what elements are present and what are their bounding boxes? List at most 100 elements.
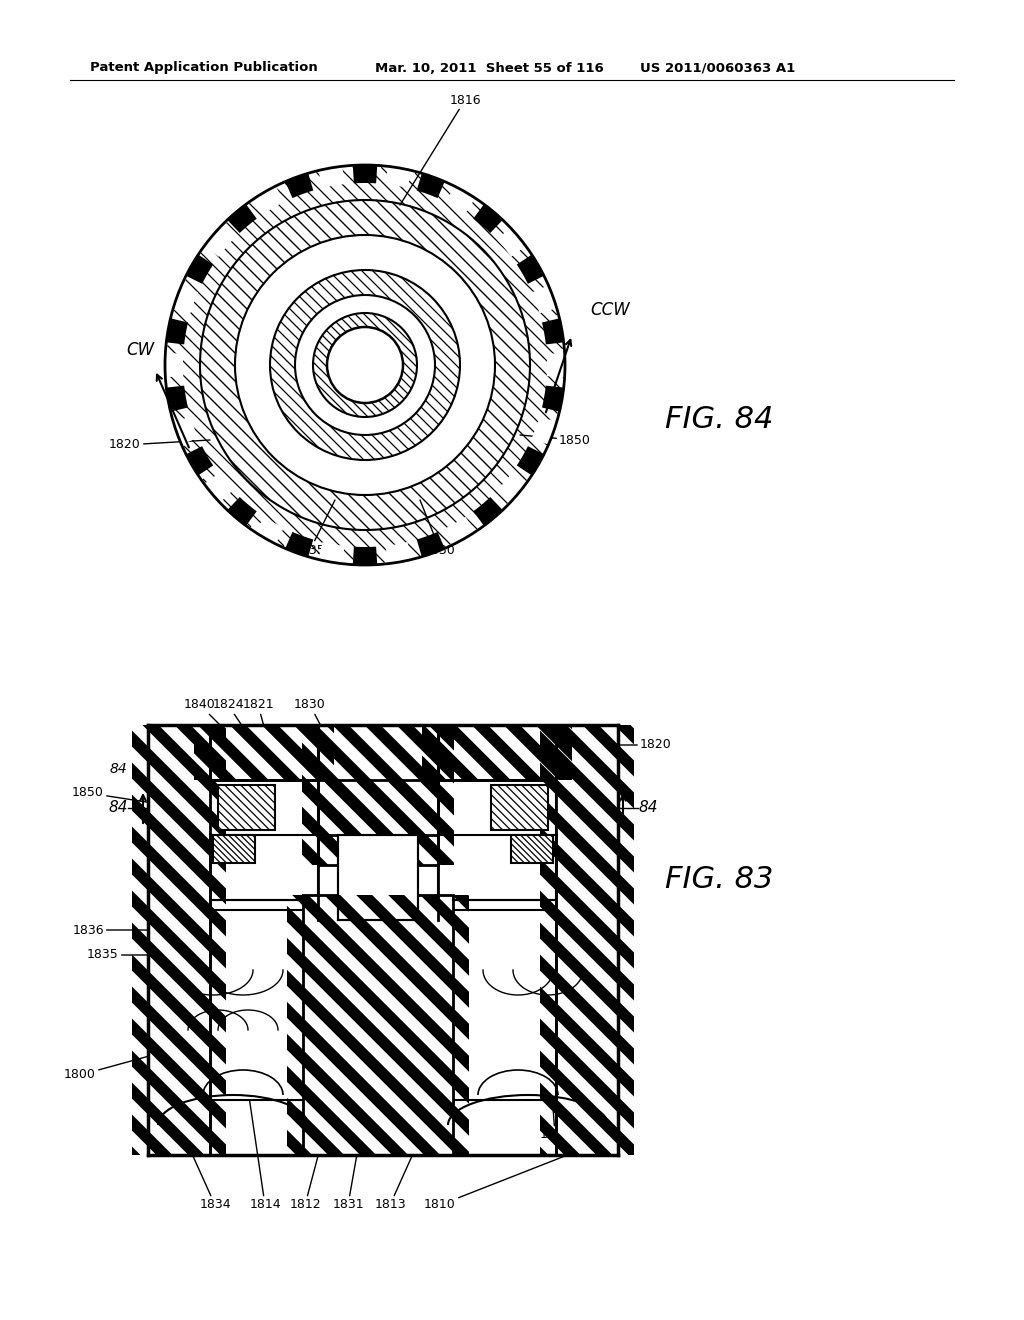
- Polygon shape: [536, 725, 572, 762]
- Polygon shape: [132, 730, 226, 841]
- Polygon shape: [540, 954, 634, 1064]
- Polygon shape: [356, 895, 469, 1008]
- Polygon shape: [540, 1051, 634, 1155]
- Polygon shape: [132, 954, 226, 1064]
- Bar: [213, 836, 255, 863]
- Polygon shape: [302, 725, 454, 865]
- Polygon shape: [540, 1082, 612, 1155]
- Bar: [148, 725, 210, 1155]
- Polygon shape: [473, 498, 503, 525]
- Text: CCW: CCW: [590, 301, 630, 319]
- Text: 1832: 1832: [314, 743, 360, 793]
- Polygon shape: [583, 725, 634, 776]
- Text: 1834: 1834: [189, 1147, 230, 1212]
- Polygon shape: [531, 417, 557, 445]
- Bar: [210, 725, 318, 780]
- Polygon shape: [386, 166, 412, 187]
- Polygon shape: [497, 474, 525, 503]
- Polygon shape: [132, 1082, 205, 1155]
- Polygon shape: [286, 532, 313, 557]
- Text: 1840: 1840: [184, 698, 223, 729]
- Text: 1813: 1813: [374, 923, 517, 1212]
- Polygon shape: [497, 227, 525, 257]
- Text: 1823: 1823: [540, 942, 570, 1142]
- Polygon shape: [333, 725, 454, 846]
- Bar: [153, 909, 313, 1100]
- Text: CW: CW: [126, 341, 154, 359]
- Polygon shape: [142, 725, 226, 809]
- Polygon shape: [132, 763, 226, 873]
- Polygon shape: [198, 725, 268, 780]
- Bar: [318, 780, 438, 836]
- Polygon shape: [132, 795, 226, 904]
- Bar: [218, 785, 275, 830]
- Polygon shape: [517, 255, 544, 284]
- Polygon shape: [287, 1002, 439, 1155]
- Polygon shape: [417, 173, 444, 198]
- Polygon shape: [540, 795, 634, 904]
- Polygon shape: [323, 780, 393, 836]
- Polygon shape: [132, 1051, 226, 1155]
- Polygon shape: [294, 725, 334, 766]
- Text: US 2011/0060363 A1: US 2011/0060363 A1: [640, 62, 796, 74]
- Circle shape: [160, 160, 570, 570]
- Bar: [511, 836, 553, 863]
- Polygon shape: [302, 743, 424, 865]
- Polygon shape: [262, 725, 333, 780]
- Text: 1850: 1850: [520, 433, 591, 446]
- Polygon shape: [302, 838, 329, 865]
- Polygon shape: [302, 780, 361, 836]
- Polygon shape: [614, 725, 634, 744]
- Bar: [303, 895, 453, 1155]
- Text: 1800: 1800: [65, 1056, 151, 1081]
- Polygon shape: [451, 780, 454, 784]
- Text: 1836: 1836: [72, 924, 170, 936]
- Bar: [438, 780, 556, 900]
- Polygon shape: [287, 970, 469, 1155]
- Text: 84: 84: [110, 762, 127, 776]
- Polygon shape: [428, 725, 454, 751]
- Polygon shape: [422, 755, 446, 780]
- Polygon shape: [132, 1147, 140, 1155]
- Polygon shape: [386, 543, 412, 564]
- Polygon shape: [132, 826, 226, 937]
- Polygon shape: [132, 1114, 172, 1155]
- Polygon shape: [453, 895, 469, 912]
- Polygon shape: [540, 730, 634, 841]
- Polygon shape: [325, 895, 469, 1040]
- Polygon shape: [286, 173, 313, 198]
- Polygon shape: [417, 532, 444, 557]
- Polygon shape: [540, 986, 634, 1097]
- Polygon shape: [287, 1098, 344, 1155]
- Polygon shape: [287, 1034, 408, 1155]
- Polygon shape: [353, 546, 377, 565]
- Text: 1850: 1850: [72, 787, 151, 803]
- Bar: [318, 725, 438, 865]
- Polygon shape: [446, 186, 475, 214]
- Text: 84: 84: [109, 800, 128, 816]
- Polygon shape: [132, 891, 226, 1001]
- Bar: [443, 909, 613, 1100]
- Bar: [556, 725, 618, 1155]
- Polygon shape: [132, 986, 226, 1097]
- Polygon shape: [194, 738, 237, 780]
- Polygon shape: [186, 255, 213, 284]
- Polygon shape: [287, 1130, 312, 1155]
- Text: 1820: 1820: [110, 438, 210, 451]
- Polygon shape: [440, 725, 510, 780]
- Polygon shape: [207, 725, 226, 744]
- Polygon shape: [387, 780, 454, 836]
- Polygon shape: [287, 937, 469, 1135]
- Polygon shape: [551, 725, 634, 809]
- Polygon shape: [354, 780, 425, 836]
- Polygon shape: [186, 446, 213, 475]
- Polygon shape: [166, 385, 188, 412]
- Polygon shape: [568, 725, 572, 730]
- Polygon shape: [396, 725, 454, 783]
- Polygon shape: [517, 446, 544, 475]
- Polygon shape: [302, 775, 392, 865]
- Polygon shape: [542, 318, 564, 345]
- Text: Patent Application Publication: Patent Application Publication: [90, 62, 317, 74]
- Text: 1816: 1816: [564, 807, 622, 820]
- Polygon shape: [173, 417, 198, 445]
